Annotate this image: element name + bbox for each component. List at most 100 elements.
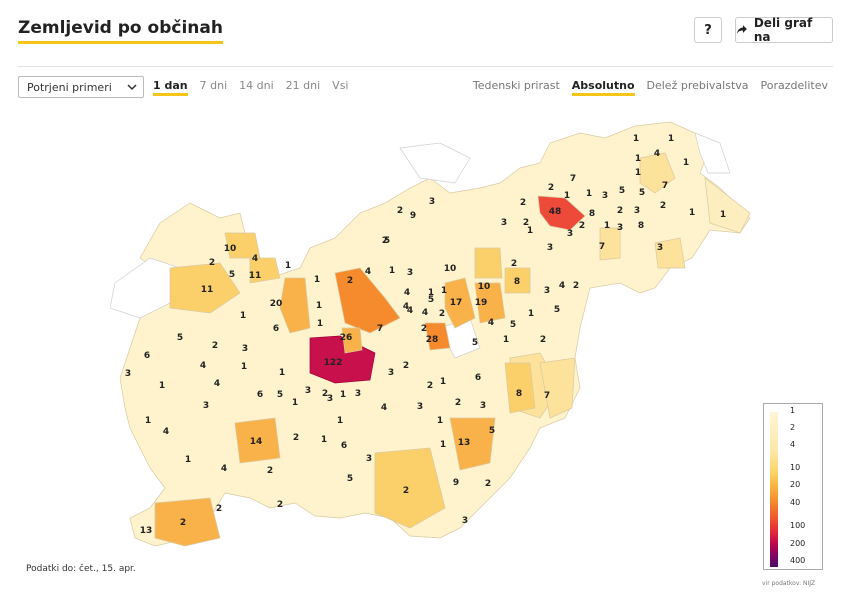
region-brezice [539,357,576,419]
tab-1-dan[interactable]: 1 dan [153,79,188,96]
legend-tick: 200 [790,539,806,548]
region-case-count: 4 [654,149,660,159]
region-case-count: 1 [317,319,323,329]
tab-vsi[interactable]: Vsi [332,79,349,92]
metric-select-value: Potrjeni primeri [27,80,112,94]
region-case-count: 3 [407,268,413,278]
share-arrow-icon [736,25,747,34]
legend-tick: 100 [790,521,806,530]
region-case-count: 3 [462,516,468,526]
region-zalec [504,267,531,294]
tab-14-dni[interactable]: 14 dni [239,79,274,92]
tab-delez-prebivalstva[interactable]: Delež prebivalstva [646,79,749,92]
region-case-count: 1 [441,286,447,296]
help-button[interactable]: ? [694,17,722,43]
region-case-count: 11 [201,285,214,295]
region-gorenjska [169,262,241,314]
region-case-count: 1 [321,435,327,445]
region-case-count: 8 [514,277,520,287]
region-case-count: 2 [660,201,666,211]
region-cerknica [234,417,281,464]
region-case-count: 13 [458,438,471,448]
region-case-count: 3 [388,368,394,378]
region-case-count: 1 [586,189,592,199]
data-date-label: Podatki do: čet., 15. apr. [26,564,136,574]
region-case-count: 4 [407,306,413,316]
region-case-count: 3 [547,243,553,253]
region-skofja-loka [279,277,311,334]
region-case-count: 4 [163,427,169,437]
region-case-count: 1 [145,416,151,426]
data-source-label: vir podatkov: NIJZ [762,580,816,587]
tab-7-dni[interactable]: 7 dni [199,79,228,92]
region-case-count: 6 [273,324,279,334]
region-case-count: 6 [475,373,481,383]
region-maribor [537,195,586,231]
legend-tick: 400 [790,556,806,565]
region-case-count: 2 [382,236,388,246]
metric-select[interactable]: Potrjeni primeri [18,76,144,98]
region-case-count: 2 [617,206,623,216]
region-case-count: 122 [324,358,343,368]
legend-tick: 4 [790,440,796,449]
tab-porazdelitev[interactable]: Porazdelitev [760,79,828,92]
region-kocevje [374,447,446,529]
region-case-count: 5 [472,338,478,348]
region-case-count: 4 [559,281,565,291]
region-case-count: 1 [668,134,674,144]
region-case-count: 2 [397,206,403,216]
tab-21-dni[interactable]: 21 dni [285,79,321,92]
region-case-count: 1 [635,154,641,164]
region-case-count: 2 [439,309,445,319]
region-case-count: 10 [224,244,237,254]
region-case-count: 1 [292,398,298,408]
region-case-count: 3 [355,389,361,399]
region-ormoz [654,237,686,269]
region-sostro [341,327,363,354]
region-case-count: 6 [144,351,150,361]
region-empty-ne [694,132,731,174]
legend-color-scale [770,412,778,567]
region-case-count: 5 [554,305,560,315]
region-case-count: 14 [250,437,263,447]
region-case-count: 3 [203,401,209,411]
region-case-count: 1 [316,301,322,311]
region-case-count: 4 [488,318,494,328]
region-case-count: 4 [221,464,227,474]
region-case-count: 2 [212,341,218,351]
region-case-count: 3 [657,243,663,253]
region-case-count: 2 [548,183,554,193]
share-button-label: Deli graf na [753,16,813,44]
region-case-count: 9 [410,211,416,221]
region-empty-north [399,142,471,184]
region-case-count: 28 [426,335,439,345]
region-case-count: 4 [422,308,428,318]
region-case-count: 3 [242,344,248,354]
region-case-count: 3 [544,286,550,296]
slovenia-municipality-map[interactable]: 1 1 4 1 1 1 7 2 7 5 5 1 1 3 2 48 8 2 3 1… [110,118,760,558]
region-case-count: 1 [635,168,641,178]
region-case-count: 1 [240,311,246,321]
region-case-count: 1 [689,208,695,218]
region-case-count: 1 [564,191,570,201]
tab-tedenski-prirast[interactable]: Tedenski prirast [472,79,560,92]
legend-tick: 40 [790,498,801,507]
region-case-count: 7 [377,324,383,334]
region-case-count: 1 [285,261,291,271]
region-case-count: 3 [567,229,573,239]
region-case-count: 1 [389,266,395,276]
region-case-count: 48 [549,207,562,217]
tab-absolutno[interactable]: Absolutno [571,79,635,96]
region-case-count: 2 [209,258,215,268]
region-case-count: 5 [428,295,434,305]
legend-tick: 2 [790,423,796,432]
region-case-count: 3 [417,402,423,412]
region-kranj [334,267,401,334]
share-button[interactable]: Deli graf na [735,16,833,44]
region-case-count: 1 [159,381,165,391]
region-case-count: 19 [475,298,488,308]
region-lendava [704,177,751,234]
region-case-count: 8 [589,209,595,219]
region-case-count: 4 [214,379,220,389]
region-case-count: 1 [604,221,610,231]
